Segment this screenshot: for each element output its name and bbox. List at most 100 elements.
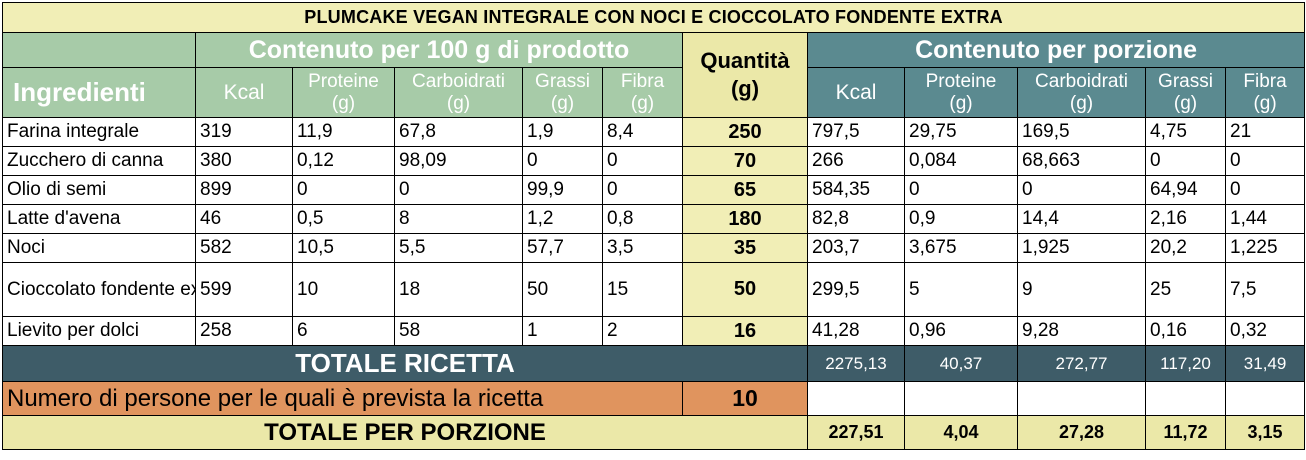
portion-total-row: TOTALE PER PORZIONE 227,51 4,04 27,28 11… [2, 415, 1306, 450]
recipe-total-row: TOTALE RICETTA 2275,13 40,37 272,77 117,… [2, 345, 1306, 382]
cell-fibra: 3,5 [602, 233, 683, 263]
cell-kcal: 258 [195, 316, 293, 346]
cell-grassi: 1,2 [522, 204, 603, 234]
cell-kcal: 599 [195, 262, 293, 317]
table-row: Olio di semi 899 0 0 99,9 0 65 584,35 0 … [2, 175, 1306, 205]
cell-kcal: 380 [195, 146, 293, 176]
cell-fibra: 0 [602, 146, 683, 176]
portion-carboidrati-header: Carboidrati (g) [1017, 67, 1146, 118]
cell-carboidrati: 18 [394, 262, 523, 317]
recipe-total-kcal: 2275,13 [807, 345, 905, 382]
ingredient-name: Zucchero di canna [2, 146, 196, 176]
cell-portion-proteine: 0,084 [904, 146, 1018, 176]
header-row-1: Contenuto per 100 g di prodotto Quantità… [2, 32, 1306, 118]
ingredient-name: Lievito per dolci [2, 316, 196, 346]
title-row: PLUMCAKE VEGAN INTEGRALE CON NOCI E CIOC… [1, 2, 1306, 33]
table-row: Zucchero di canna 380 0,12 98,09 0 0 70 … [2, 146, 1306, 176]
table-row: Cioccolato fondente extra 599 10 18 50 1… [2, 262, 1306, 317]
cell-portion-grassi: 4,75 [1145, 117, 1226, 147]
recipe-total-label: TOTALE RICETTA [2, 345, 808, 382]
cell-proteine: 6 [292, 316, 395, 346]
cell-portion-proteine: 0,9 [904, 204, 1018, 234]
persons-row: Numero di persone per le quali è previst… [2, 381, 1306, 416]
per100-grassi-header: Grassi (g) [522, 67, 603, 118]
cell-portion-kcal: 299,5 [807, 262, 905, 317]
cell-portion-kcal: 203,7 [807, 233, 905, 263]
cell-quantity: 16 [682, 316, 808, 346]
cell-carboidrati: 5,5 [394, 233, 523, 263]
quantity-header-unit: (g) [730, 76, 760, 101]
cell-portion-kcal: 797,5 [807, 117, 905, 147]
nutrition-table: PLUMCAKE VEGAN INTEGRALE CON NOCI E CIOC… [1, 2, 1306, 450]
per100-proteine-header: Proteine (g) [292, 67, 395, 118]
cell-portion-kcal: 41,28 [807, 316, 905, 346]
persons-label: Numero di persone per le quali è previst… [2, 381, 683, 416]
cell-quantity: 250 [682, 117, 808, 147]
cell-grassi: 57,7 [522, 233, 603, 263]
table-row: Farina integrale 319 11,9 67,8 1,9 8,4 2… [2, 117, 1306, 147]
cell-portion-grassi: 0,16 [1145, 316, 1226, 346]
cell-proteine: 0,5 [292, 204, 395, 234]
cell-portion-fibra: 0,32 [1224, 316, 1306, 346]
cell-grassi: 1 [522, 316, 603, 346]
portion-fibra-header: Fibra (g) [1224, 67, 1306, 118]
cell-kcal: 46 [195, 204, 293, 234]
cell-portion-grassi: 2,16 [1145, 204, 1226, 234]
cell-portion-carboidrati: 169,5 [1017, 117, 1146, 147]
cell-carboidrati: 0 [394, 175, 523, 205]
portion-total-proteine: 4,04 [904, 415, 1018, 450]
cell-portion-carboidrati: 9,28 [1017, 316, 1146, 346]
cell-quantity: 180 [682, 204, 808, 234]
portion-kcal-header: Kcal [807, 67, 905, 118]
portion-proteine-header: Proteine (g) [904, 67, 1018, 118]
cell-fibra: 8,4 [602, 117, 683, 147]
cell-portion-kcal: 266 [807, 146, 905, 176]
cell-portion-grassi: 20,2 [1145, 233, 1226, 263]
recipe-title: PLUMCAKE VEGAN INTEGRALE CON NOCI E CIOC… [1, 2, 1306, 33]
per100-header: Contenuto per 100 g di prodotto [195, 32, 683, 68]
quantity-header-label: Quantità [700, 48, 790, 73]
header-row-2: Ingredienti Kcal Proteine (g) Carboidrati… [2, 67, 1306, 118]
cell-portion-grassi: 64,94 [1145, 175, 1226, 205]
table-row: Lievito per dolci 258 6 58 1 2 16 41,28 … [2, 316, 1306, 346]
recipe-total-proteine: 40,37 [904, 345, 1018, 382]
cell-grassi: 99,9 [522, 175, 603, 205]
cell-fibra: 0,8 [602, 204, 683, 234]
cell-proteine: 11,9 [292, 117, 395, 147]
portion-total-grassi: 11,72 [1145, 415, 1226, 450]
cell-portion-fibra: 0 [1224, 175, 1306, 205]
cell-portion-grassi: 25 [1145, 262, 1226, 317]
cell-portion-proteine: 5 [904, 262, 1018, 317]
ingredient-name: Noci [2, 233, 196, 263]
cell-portion-grassi: 0 [1145, 146, 1226, 176]
cell-grassi: 1,9 [522, 117, 603, 147]
cell-proteine: 10,5 [292, 233, 395, 263]
portion-header: Contenuto per porzione [806, 32, 1306, 68]
cell-proteine: 0,12 [292, 146, 395, 176]
cell-portion-fibra: 1,44 [1224, 204, 1306, 234]
cell-portion-kcal: 82,8 [807, 204, 905, 234]
ingredients-header: Ingredienti [2, 67, 196, 118]
per100-kcal-header: Kcal [195, 67, 293, 118]
cell-grassi: 50 [522, 262, 603, 317]
ingredient-name: Farina integrale [2, 117, 196, 147]
cell-proteine: 10 [292, 262, 395, 317]
cell-grassi: 0 [522, 146, 603, 176]
cell-quantity: 35 [682, 233, 808, 263]
recipe-total-carboidrati: 272,77 [1017, 345, 1146, 382]
cell-portion-proteine: 0 [904, 175, 1018, 205]
cell-portion-proteine: 3,675 [904, 233, 1018, 263]
cell-carboidrati: 8 [394, 204, 523, 234]
cell-portion-carboidrati: 1,925 [1017, 233, 1146, 263]
cell-portion-kcal: 584,35 [807, 175, 905, 205]
table-row: Latte d'avena 46 0,5 8 1,2 0,8 180 82,8 … [2, 204, 1306, 234]
cell-kcal: 319 [195, 117, 293, 147]
portion-total-carboidrati: 27,28 [1017, 415, 1146, 450]
cell-kcal: 899 [195, 175, 293, 205]
cell-portion-fibra: 21 [1224, 117, 1306, 147]
cell-quantity: 50 [682, 262, 808, 317]
cell-portion-carboidrati: 9 [1017, 262, 1146, 317]
ingredient-name: Latte d'avena [2, 204, 196, 234]
cell-portion-fibra: 7,5 [1224, 262, 1306, 317]
cell-quantity: 65 [682, 175, 808, 205]
